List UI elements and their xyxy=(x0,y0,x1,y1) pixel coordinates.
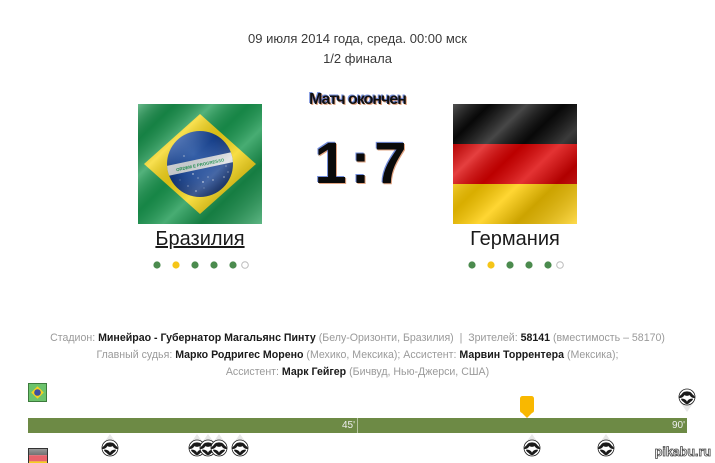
svg-text:pikabu.ru: pikabu.ru xyxy=(655,445,711,459)
